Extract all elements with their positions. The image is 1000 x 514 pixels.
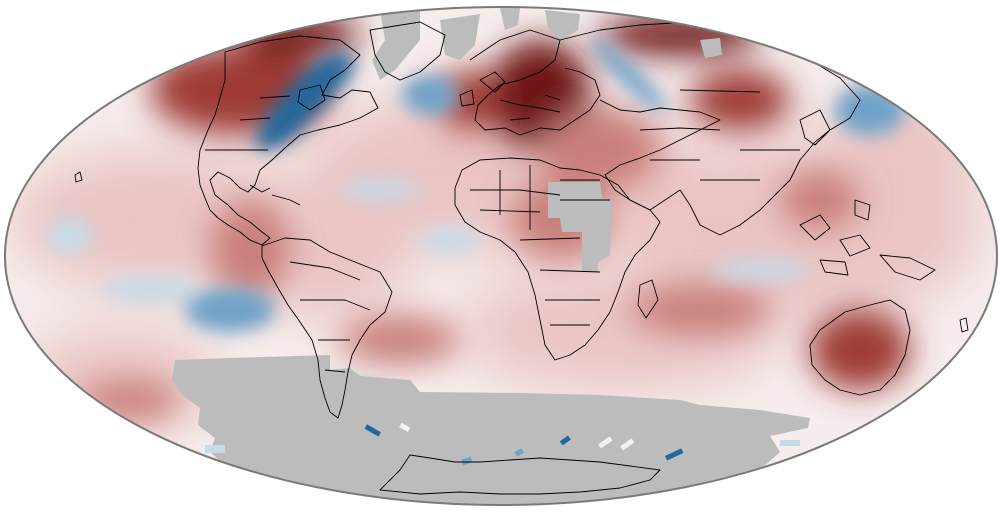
anomaly-south-atlantic-warm — [340, 315, 460, 365]
missing-data-central-africa — [548, 182, 612, 272]
coast-africa — [454, 157, 661, 361]
missing-data-antarctica — [172, 355, 810, 505]
anomaly-tropical-pacific-cool — [100, 278, 200, 302]
coast-europe — [469, 29, 601, 136]
anomaly-australia-warm — [810, 310, 910, 390]
coast-north-america — [197, 35, 379, 246]
anomaly-south-pacific-cool — [185, 288, 275, 332]
anomaly-north-pacific-cool — [835, 85, 905, 135]
coast-australia — [809, 299, 911, 396]
coast-greenland — [369, 21, 446, 81]
anomaly-east-russia-warm — [600, 15, 760, 55]
globe-outline — [4, 6, 998, 506]
anomaly-siberia-cool — [590, 35, 670, 111]
coast-south-america — [261, 237, 393, 419]
anomaly-north-atlantic-cool — [402, 75, 458, 115]
anomaly-canada-cool — [255, 52, 354, 150]
anomaly-indian-ocean-warm — [630, 285, 770, 335]
antarctic-edge-streaks — [205, 422, 800, 466]
coast-antarctica — [379, 454, 661, 495]
